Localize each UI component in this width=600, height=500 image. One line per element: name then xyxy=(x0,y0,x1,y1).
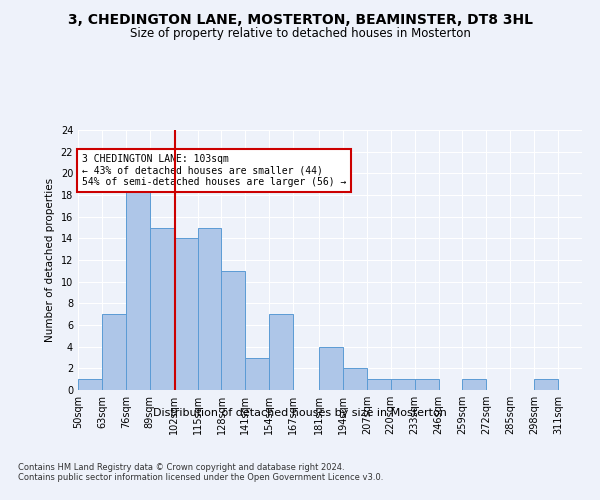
Text: Distribution of detached houses by size in Mosterton: Distribution of detached houses by size … xyxy=(153,408,447,418)
Bar xyxy=(221,271,245,390)
Bar xyxy=(126,174,150,390)
Bar xyxy=(173,238,197,390)
Y-axis label: Number of detached properties: Number of detached properties xyxy=(45,178,55,342)
Bar xyxy=(343,368,367,390)
Bar xyxy=(415,379,439,390)
Bar xyxy=(102,314,126,390)
Text: 3 CHEDINGTON LANE: 103sqm
← 43% of detached houses are smaller (44)
54% of semi-: 3 CHEDINGTON LANE: 103sqm ← 43% of detac… xyxy=(82,154,346,187)
Bar xyxy=(269,314,293,390)
Bar xyxy=(150,228,173,390)
Bar xyxy=(367,379,391,390)
Bar xyxy=(534,379,558,390)
Bar xyxy=(197,228,221,390)
Text: Contains HM Land Registry data © Crown copyright and database right 2024.
Contai: Contains HM Land Registry data © Crown c… xyxy=(18,462,383,482)
Bar xyxy=(463,379,487,390)
Bar xyxy=(78,379,102,390)
Text: Size of property relative to detached houses in Mosterton: Size of property relative to detached ho… xyxy=(130,28,470,40)
Bar xyxy=(245,358,269,390)
Bar xyxy=(391,379,415,390)
Text: 3, CHEDINGTON LANE, MOSTERTON, BEAMINSTER, DT8 3HL: 3, CHEDINGTON LANE, MOSTERTON, BEAMINSTE… xyxy=(67,12,533,26)
Bar xyxy=(319,346,343,390)
